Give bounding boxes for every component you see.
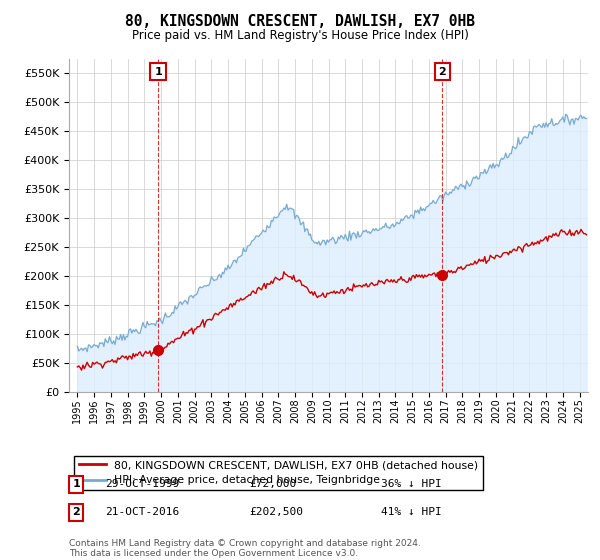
Text: 2: 2 xyxy=(73,507,80,517)
Text: 2: 2 xyxy=(439,67,446,77)
Text: Contains HM Land Registry data © Crown copyright and database right 2024.
This d: Contains HM Land Registry data © Crown c… xyxy=(69,539,421,558)
Text: 29-OCT-1999: 29-OCT-1999 xyxy=(105,479,179,489)
Text: 36% ↓ HPI: 36% ↓ HPI xyxy=(381,479,442,489)
Text: 80, KINGSDOWN CRESCENT, DAWLISH, EX7 0HB: 80, KINGSDOWN CRESCENT, DAWLISH, EX7 0HB xyxy=(125,14,475,29)
Legend: 80, KINGSDOWN CRESCENT, DAWLISH, EX7 0HB (detached house), HPI: Average price, d: 80, KINGSDOWN CRESCENT, DAWLISH, EX7 0HB… xyxy=(74,456,483,490)
Text: 1: 1 xyxy=(154,67,162,77)
Text: 21-OCT-2016: 21-OCT-2016 xyxy=(105,507,179,517)
Text: £202,500: £202,500 xyxy=(249,507,303,517)
Text: 1: 1 xyxy=(73,479,80,489)
Text: £72,000: £72,000 xyxy=(249,479,296,489)
Text: Price paid vs. HM Land Registry's House Price Index (HPI): Price paid vs. HM Land Registry's House … xyxy=(131,29,469,42)
Text: 41% ↓ HPI: 41% ↓ HPI xyxy=(381,507,442,517)
